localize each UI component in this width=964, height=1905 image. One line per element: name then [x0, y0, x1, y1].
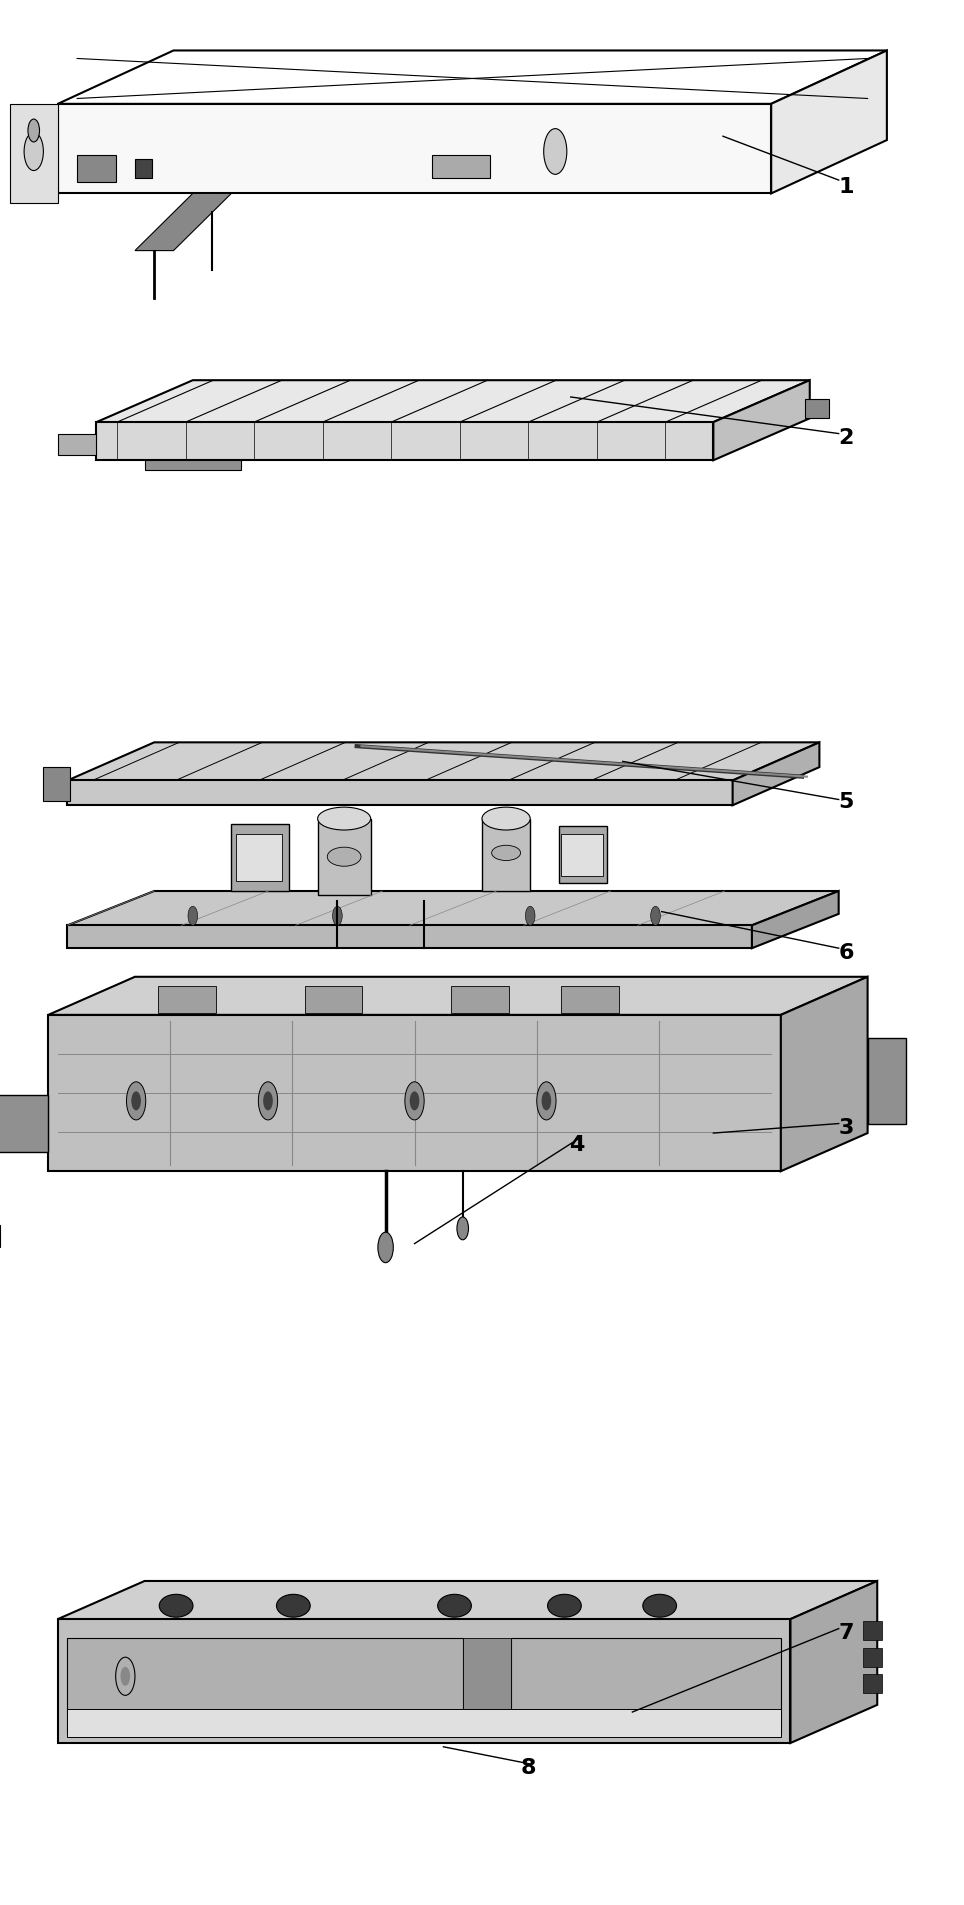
Bar	[305, 987, 362, 1013]
Bar	[77, 156, 116, 183]
Circle shape	[258, 1082, 278, 1120]
Bar	[482, 819, 530, 892]
Text: 7: 7	[839, 1623, 854, 1642]
Circle shape	[542, 1092, 551, 1111]
Polygon shape	[790, 1581, 877, 1743]
Ellipse shape	[159, 1594, 193, 1617]
Text: 1: 1	[839, 177, 854, 196]
Ellipse shape	[492, 846, 521, 861]
Bar	[863, 1648, 882, 1667]
Circle shape	[28, 120, 40, 143]
Bar	[236, 834, 282, 882]
Polygon shape	[713, 381, 810, 461]
Polygon shape	[752, 892, 839, 949]
Circle shape	[24, 133, 43, 171]
Ellipse shape	[482, 808, 530, 831]
Polygon shape	[463, 1638, 511, 1734]
Ellipse shape	[277, 1594, 310, 1617]
Polygon shape	[231, 825, 289, 892]
Polygon shape	[48, 977, 868, 1015]
Circle shape	[131, 1092, 141, 1111]
Circle shape	[525, 907, 535, 926]
Polygon shape	[67, 926, 752, 949]
Circle shape	[537, 1082, 556, 1120]
Polygon shape	[58, 51, 887, 105]
Bar	[863, 1674, 882, 1694]
Polygon shape	[96, 423, 713, 461]
Text: 2: 2	[839, 429, 854, 448]
Polygon shape	[67, 1638, 463, 1734]
Polygon shape	[67, 781, 733, 806]
Polygon shape	[58, 1619, 790, 1743]
Bar	[561, 834, 603, 876]
Circle shape	[188, 907, 198, 926]
Bar	[318, 819, 371, 895]
Text: 3: 3	[839, 1118, 854, 1137]
Bar	[805, 400, 829, 419]
Bar	[158, 987, 216, 1013]
Text: 8: 8	[521, 1758, 536, 1777]
Bar	[863, 1621, 882, 1640]
Circle shape	[126, 1082, 146, 1120]
Polygon shape	[145, 461, 241, 471]
Polygon shape	[868, 1038, 906, 1124]
Polygon shape	[67, 892, 839, 926]
Bar	[561, 987, 619, 1013]
Bar	[135, 160, 152, 179]
Circle shape	[651, 907, 660, 926]
Ellipse shape	[317, 808, 370, 831]
Polygon shape	[135, 194, 231, 251]
Circle shape	[405, 1082, 424, 1120]
Polygon shape	[10, 105, 58, 204]
Text: 5: 5	[839, 792, 854, 812]
Bar	[451, 987, 509, 1013]
Polygon shape	[48, 1015, 781, 1172]
Polygon shape	[781, 977, 868, 1172]
Bar	[432, 156, 490, 179]
Circle shape	[457, 1217, 469, 1240]
Bar	[67, 1709, 781, 1737]
Circle shape	[263, 1092, 273, 1111]
Ellipse shape	[548, 1594, 581, 1617]
Circle shape	[116, 1657, 135, 1695]
Polygon shape	[511, 1638, 781, 1734]
Polygon shape	[58, 434, 96, 455]
Polygon shape	[559, 827, 607, 884]
Circle shape	[378, 1233, 393, 1263]
Circle shape	[333, 907, 342, 926]
Polygon shape	[0, 1095, 48, 1153]
Circle shape	[120, 1667, 130, 1686]
Text: 4: 4	[569, 1135, 584, 1154]
Polygon shape	[96, 381, 810, 423]
Text: 6: 6	[839, 943, 854, 962]
Bar	[43, 768, 70, 802]
Circle shape	[544, 130, 567, 175]
Polygon shape	[771, 51, 887, 194]
Ellipse shape	[438, 1594, 471, 1617]
Polygon shape	[58, 105, 771, 194]
Ellipse shape	[327, 848, 361, 867]
Polygon shape	[67, 743, 819, 781]
Polygon shape	[58, 1581, 877, 1619]
Ellipse shape	[643, 1594, 677, 1617]
Polygon shape	[733, 743, 819, 806]
Circle shape	[410, 1092, 419, 1111]
